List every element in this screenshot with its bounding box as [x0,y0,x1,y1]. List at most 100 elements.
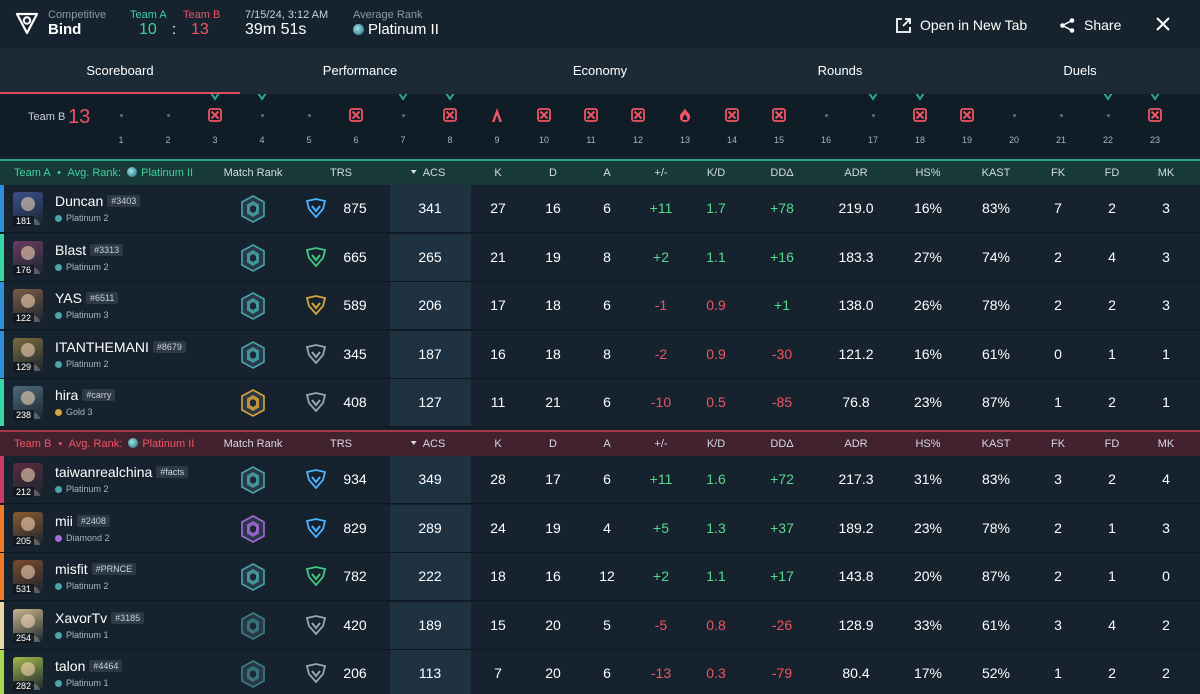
column-header-fk[interactable]: FK [1050,167,1066,179]
tab-economy[interactable]: Economy [572,63,628,78]
column-header-match_rank[interactable]: Match Rank [223,438,283,450]
column-header-adr[interactable]: ADR [844,167,868,179]
player-name-line[interactable]: Blast #3313 [55,241,124,258]
player-name[interactable]: ITANTHEMANI [55,338,149,355]
close-icon[interactable] [1154,15,1172,33]
player-name-line[interactable]: Duncan #3403 [55,193,141,209]
column-header-match_rank[interactable]: Match Rank [223,167,283,179]
player-name-line[interactable]: mii #2408 [55,513,110,529]
column-header-k[interactable]: K [494,167,502,179]
share-button[interactable]: Share [1059,14,1121,36]
player-row[interactable]: 181 Duncan #3403 Platinum 2 875 341 27 16 6 +11 1.… [0,185,1200,233]
player-row[interactable]: 129 ITANTHEMANI #8679 Platinum 2 345 187 16 18 8… [0,330,1200,379]
round-number: 7 [400,135,406,145]
player-name-line[interactable]: talon #4464 [55,658,123,674]
tab-rounds[interactable]: Rounds [817,63,863,78]
tab-duels[interactable]: Duels [1063,63,1097,78]
player-row[interactable]: 212 taiwanrealchina #facts Platinum 2 934 349… [0,456,1200,504]
player-name[interactable]: Blast [55,241,87,258]
column-header-kd[interactable]: K/D [706,438,726,450]
player-row[interactable]: 205 mii #2408 Diamond 2 829 289 24 19 4 +5 1.3 +37 1… [0,504,1200,553]
round-marker[interactable]: 8 [435,94,465,156]
stat-mk: 2 [1162,616,1170,633]
column-header-adr[interactable]: ADR [844,438,868,450]
column-header-acs[interactable]: ACS [410,167,445,179]
column-header-d[interactable]: D [549,167,557,179]
stat-a: 6 [603,665,611,681]
player-tag: #facts [156,466,189,478]
player-name[interactable]: XavorTv [55,609,108,626]
player-name[interactable]: mii [55,512,73,529]
column-header-fd[interactable]: FD [1104,167,1120,179]
round-marker[interactable]: 3 [200,94,230,156]
player-row[interactable]: 254 XavorTv #3185 Platinum 1 420 189 15 20 5 -5 0.… [0,601,1200,650]
column-header-trs[interactable]: TRS [330,438,352,450]
player-name-line[interactable]: misfit #PRNCE [55,561,137,577]
player-name[interactable]: YAS [55,290,82,306]
round-marker[interactable]: 10 [529,94,559,156]
column-header-kast[interactable]: KAST [981,438,1011,450]
player-name[interactable]: misfit [55,561,88,577]
column-header-pm[interactable]: +/- [654,438,668,450]
stat-fd: 1 [1108,519,1116,536]
player-name-line[interactable]: ITANTHEMANI #8679 [55,339,186,355]
player-row[interactable]: 176 Blast #3313 Platinum 2 665 265 21 19 8 +2 1.1 +… [0,233,1200,282]
column-header-kast[interactable]: KAST [981,167,1011,179]
round-marker[interactable]: 12 [623,94,653,156]
player-name-line[interactable]: YAS #6511 [55,290,119,306]
round-marker[interactable]: 15 [764,94,794,156]
column-header-mk[interactable]: MK [1157,167,1175,179]
player-row[interactable]: 531 misfit #PRNCE Platinum 2 782 222 18 16 12 +2 1… [0,553,1200,601]
player-name-line[interactable]: hira #carry [55,387,116,403]
column-header-pm[interactable]: +/- [654,167,668,179]
tab-performance[interactable]: Performance [322,63,398,78]
player-name[interactable]: taiwanrealchina [55,464,153,480]
round-marker[interactable]: 18 [905,94,935,156]
round-marker[interactable]: 17 [858,94,888,156]
column-header-dd[interactable]: DDΔ [770,438,794,450]
round-marker[interactable]: 19 [952,94,982,156]
player-name[interactable]: talon [55,658,86,674]
round-marker[interactable]: 20 [999,94,1029,156]
stat-kast: 87% [981,568,1011,584]
player-row[interactable]: 282 talon #4464 Platinum 1 206 113 7 20 6 -13 0.3-… [0,650,1200,694]
column-header-dd[interactable]: DDΔ [770,167,794,179]
column-header-k[interactable]: K [494,438,502,450]
player-name[interactable]: hira [55,387,79,403]
round-marker[interactable]: 9 [482,94,512,156]
round-marker[interactable]: 11 [576,94,606,156]
round-marker[interactable]: 4 [247,94,277,156]
column-header-a[interactable]: A [603,167,611,179]
column-header-kd[interactable]: K/D [706,167,726,179]
round-marker[interactable]: 16 [811,94,841,156]
round-marker[interactable]: 14 [717,94,747,156]
agent-color-bar [0,282,4,329]
player-name-line[interactable]: XavorTv #3185 [55,609,145,626]
round-marker[interactable]: 2 [153,94,183,156]
round-marker[interactable]: 6 [341,94,371,156]
column-header-acs[interactable]: ACS [410,438,445,450]
player-row[interactable]: 238 hira #carry Gold 3 408 127 11 21 6 -10 0.5 -85 7… [0,379,1200,427]
round-marker[interactable]: 5 [294,94,324,156]
column-header-hs[interactable]: HS% [915,167,941,179]
player-name-line[interactable]: taiwanrealchina #facts [55,464,189,480]
round-marker[interactable]: 1 [106,94,136,156]
column-header-d[interactable]: D [549,438,557,450]
round-marker[interactable]: 21 [1046,94,1076,156]
column-header-fk[interactable]: FK [1050,438,1066,450]
player-name[interactable]: Duncan [55,193,104,209]
column-header-trs[interactable]: TRS [330,167,352,179]
round-marker[interactable]: 23 [1140,94,1170,156]
tab-scoreboard[interactable]: Scoreboard [0,48,240,94]
player-rank: Platinum 2 [55,359,109,369]
match-date: 7/15/24, 3:12 AM [245,9,329,21]
column-header-hs[interactable]: HS% [915,438,941,450]
round-marker[interactable]: 22 [1093,94,1123,156]
column-header-fd[interactable]: FD [1104,438,1120,450]
column-header-mk[interactable]: MK [1157,438,1175,450]
player-row[interactable]: 122 YAS #6511 Platinum 3 589 206 17 18 6 -1 0.9 +1 1… [0,282,1200,330]
round-marker[interactable]: 13 [670,94,700,156]
column-header-a[interactable]: A [603,438,611,450]
open-new-tab-button[interactable]: Open in New Tab [895,14,1027,36]
round-marker[interactable]: 7 [388,94,418,156]
